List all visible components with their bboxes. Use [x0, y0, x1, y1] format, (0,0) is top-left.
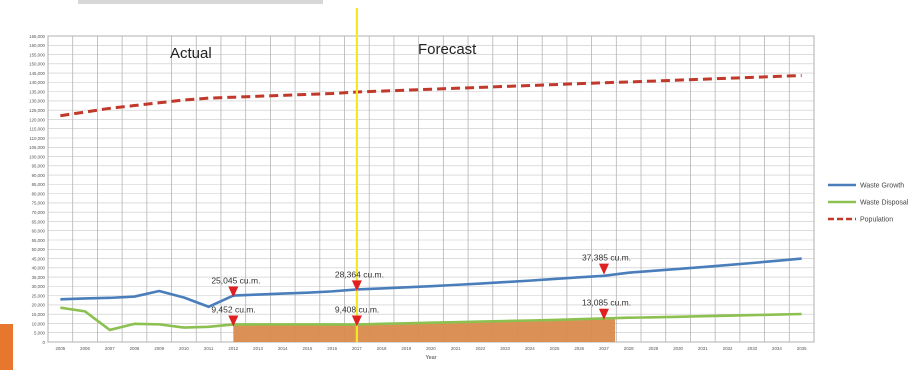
x-tick-label: 2023 — [500, 346, 510, 351]
annotation-marker — [351, 315, 362, 327]
y-tick-label: 65,000 — [32, 219, 46, 224]
x-tick-label: 2009 — [154, 346, 164, 351]
y-tick-label: 155,000 — [29, 52, 45, 57]
annotation-marker — [228, 286, 239, 298]
y-tick-label: 135,000 — [29, 89, 45, 94]
x-tick-label: 2014 — [278, 346, 288, 351]
annotation-label: 13,085 cu.m. — [582, 298, 631, 308]
x-tick-label: 2017 — [352, 346, 362, 351]
y-tick-label: 100,000 — [29, 154, 45, 159]
y-tick-label: 90,000 — [32, 173, 46, 178]
y-tick-label: 35,000 — [32, 275, 46, 280]
series-line-waste-growth — [60, 257, 802, 309]
x-tick-label: 2010 — [179, 346, 189, 351]
x-tick-label: 2021 — [451, 346, 461, 351]
y-tick-label: 140,000 — [29, 80, 45, 85]
x-tick-label: 2027 — [599, 346, 609, 351]
y-tick-label: 40,000 — [32, 266, 46, 271]
y-tick-label: 145,000 — [29, 71, 45, 76]
y-tick-label: 50,000 — [32, 247, 46, 252]
y-tick-label: 60,000 — [32, 229, 46, 234]
plot-area — [47, 35, 815, 343]
y-tick-label: 110,000 — [29, 136, 45, 141]
x-tick-label: 2029 — [648, 346, 658, 351]
series-line-population — [60, 74, 802, 118]
x-tick-label: 2035 — [797, 346, 807, 351]
x-tick-label: 2033 — [747, 346, 757, 351]
y-tick-label: 10,000 — [32, 321, 46, 326]
x-tick-label: 2024 — [525, 346, 535, 351]
x-tick-label: 2011 — [204, 346, 214, 351]
x-tick-label: 2026 — [574, 346, 584, 351]
title-rule — [78, 0, 323, 4]
x-tick-label: 2012 — [228, 346, 238, 351]
x-tick-label: 2015 — [303, 346, 313, 351]
x-tick-label: 2034 — [772, 346, 782, 351]
y-tick-label: 160,000 — [29, 43, 45, 48]
x-tick-label: 2013 — [253, 346, 263, 351]
y-tick-label: 20,000 — [32, 303, 46, 308]
legend-label: Waste Growth — [860, 183, 904, 190]
x-tick-label: 2030 — [673, 346, 683, 351]
annotation-marker — [598, 308, 609, 320]
x-tick-label: 2022 — [476, 346, 486, 351]
y-tick-label: 75,000 — [32, 201, 46, 206]
x-tick-label: 2018 — [377, 346, 387, 351]
y-tick-label: 25,000 — [32, 293, 46, 298]
x-tick-label: 2028 — [624, 346, 634, 351]
annotation-marker — [228, 315, 239, 327]
y-tick-label: 55,000 — [32, 238, 46, 243]
x-tick-label: 2005 — [55, 346, 65, 351]
x-tick-label: 2008 — [130, 346, 140, 351]
annotation-marker — [351, 280, 362, 292]
x-tick-label: 2016 — [327, 346, 337, 351]
y-tick-label: 105,000 — [29, 145, 45, 150]
y-tick-label: 165,000 — [29, 34, 45, 39]
y-tick-label: 45,000 — [32, 256, 46, 261]
y-tick-label: 85,000 — [32, 182, 46, 187]
x-tick-label: 2020 — [426, 346, 436, 351]
x-tick-label: 2031 — [698, 346, 708, 351]
y-tick-label: 0 — [43, 340, 46, 345]
annotation-label: 9,408 cu.m. — [335, 305, 379, 315]
region-label-actual: Actual — [170, 45, 212, 62]
y-tick-label: 95,000 — [32, 164, 46, 169]
x-tick-label: 2006 — [80, 346, 90, 351]
x-tick-label: 2025 — [550, 346, 560, 351]
y-tick-label: 150,000 — [29, 62, 45, 67]
slide-accent-bar — [0, 324, 13, 370]
annotation-marker — [598, 263, 609, 275]
y-tick-label: 15,000 — [32, 312, 46, 317]
annotation-label: 37,385 cu.m. — [582, 253, 631, 263]
annotation-label: 9,452 cu.m. — [211, 304, 255, 314]
y-tick-label: 5,000 — [34, 331, 46, 336]
x-tick-label: 2032 — [723, 346, 733, 351]
annotation-label: 25,045 cu.m. — [211, 276, 260, 286]
y-tick-label: 125,000 — [29, 108, 45, 113]
y-tick-label: 115,000 — [29, 127, 45, 132]
legend-label: Population — [860, 217, 893, 224]
y-tick-label: 120,000 — [29, 117, 45, 122]
y-tick-label: 30,000 — [32, 284, 46, 289]
region-label-forecast: Forecast — [418, 41, 477, 58]
legend-label: Waste Disposal — [860, 200, 909, 207]
disposal-shaded-area — [233, 318, 616, 342]
x-tick-label: 2007 — [105, 346, 115, 351]
y-tick-label: 80,000 — [32, 191, 46, 196]
series-line-waste-disposal — [60, 306, 802, 332]
x-tick-label: 2019 — [401, 346, 411, 351]
x-axis-label: Year — [425, 355, 436, 361]
annotation-label: 28,364 cu.m. — [335, 269, 384, 279]
y-tick-label: 70,000 — [32, 210, 46, 215]
y-tick-label: 130,000 — [29, 99, 45, 104]
